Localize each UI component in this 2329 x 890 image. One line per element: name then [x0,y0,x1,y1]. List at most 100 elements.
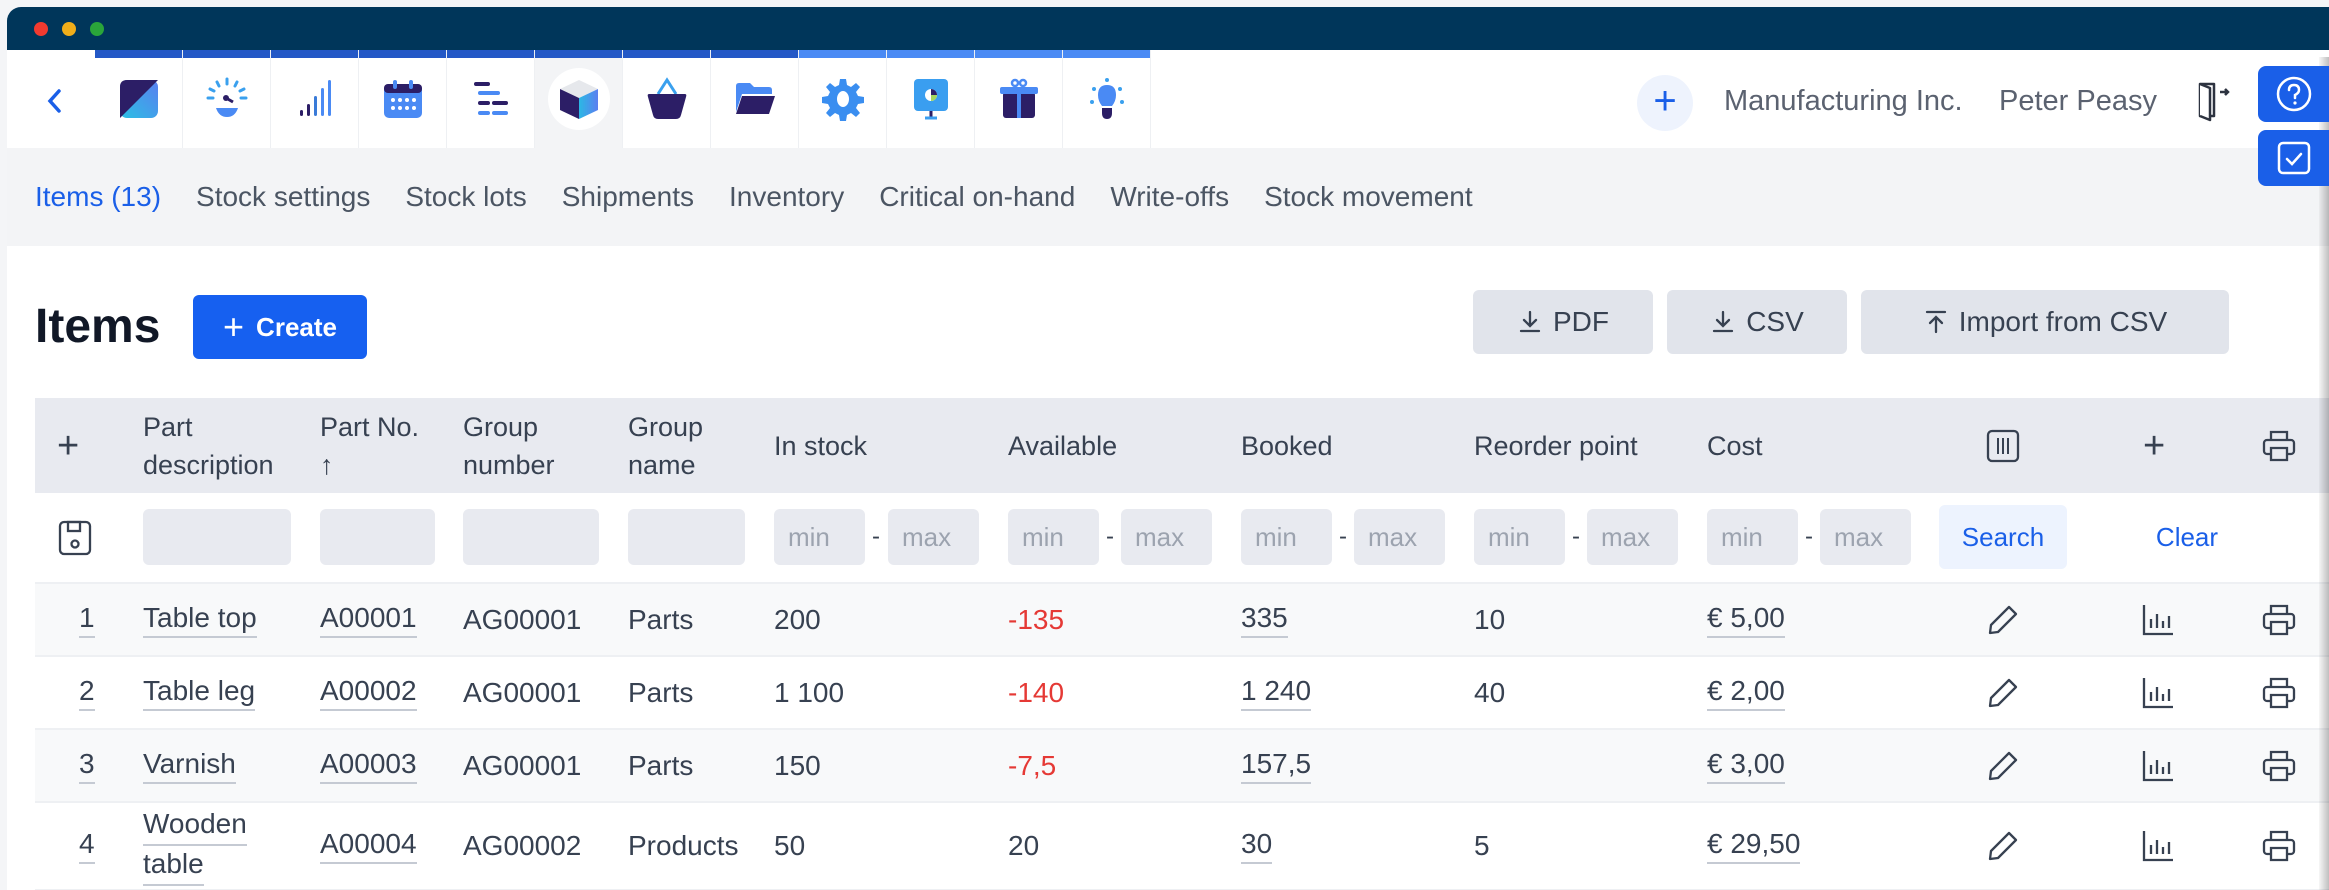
part-no-link[interactable]: A00003 [320,748,417,784]
import-csv-button[interactable]: Import from CSV [1861,290,2229,354]
close-window-button[interactable] [34,22,48,36]
subnav-stock-settings[interactable]: Stock settings [196,181,371,212]
part-description-link[interactable]: Wooden table [143,803,247,889]
print-row-button[interactable] [2261,657,2297,728]
edit-button[interactable] [1985,584,2021,655]
module-tab-speedometer[interactable] [183,50,271,148]
module-tab-calendar[interactable] [359,50,447,148]
save-filter-button[interactable] [57,519,93,562]
subnav-stock-lots[interactable]: Stock lots [405,181,527,212]
booked-link[interactable]: 157,5 [1241,748,1312,784]
header-cost[interactable]: Cost [1707,430,1763,461]
create-button[interactable]: + Create [193,295,367,359]
user-name[interactable]: Peter Peasy [1999,85,2157,117]
part-description-link[interactable]: Table leg [143,675,256,711]
reorder-point-value: 10 [1474,603,1506,635]
filter-group-number-input[interactable] [463,509,599,565]
company-name[interactable]: Manufacturing Inc. [1724,85,1963,117]
module-tab-reports[interactable] [271,50,359,148]
filter-cost-max[interactable] [1820,509,1911,565]
module-tab-ideas[interactable] [1063,50,1151,148]
subnav-items[interactable]: Items (13) [35,181,162,212]
search-button[interactable]: Search [1939,505,2067,569]
module-tab-stock[interactable] [535,50,623,148]
filter-in-stock-min[interactable] [774,509,865,565]
row-number-link[interactable]: 1 [79,602,95,638]
export-pdf-button[interactable]: PDF [1473,290,1653,354]
subnav-stock-movement[interactable]: Stock movement [1264,181,1473,212]
module-tab-planning[interactable] [447,50,535,148]
subnav-shipments[interactable]: Shipments [561,181,695,212]
module-tab-dashboard[interactable] [95,50,183,148]
header-reorder-point[interactable]: Reorder point [1474,430,1638,461]
filter-in-stock-max[interactable] [888,509,979,565]
help-button[interactable] [2258,66,2329,122]
maximize-window-button[interactable] [90,22,104,36]
filter-booked-min[interactable] [1241,509,1332,565]
subnav-critical-on-hand[interactable]: Critical on-hand [879,181,1076,212]
module-tab-purchasing[interactable] [623,50,711,148]
module-tab-rewards[interactable] [975,50,1063,148]
header-group-number[interactable]: Group number [463,411,555,480]
filter-available-min[interactable] [1008,509,1099,565]
logout-button[interactable] [2194,78,2234,122]
range-dash: - [1572,523,1580,550]
header-available[interactable]: Available [1008,430,1118,461]
range-dash: - [1339,523,1347,550]
filter-part-description-input[interactable] [143,509,291,565]
edit-button[interactable] [1985,730,2021,801]
edit-button[interactable] [1985,803,2021,889]
cost-link[interactable]: € 3,00 [1707,748,1785,784]
part-no-link[interactable]: A00001 [320,602,417,638]
add-row-button[interactable]: + [57,424,80,467]
back-button[interactable] [35,80,75,120]
filter-part-no-input[interactable] [320,509,435,565]
print-row-button[interactable] [2261,803,2297,889]
part-no-link[interactable]: A00004 [320,828,417,864]
filter-reorder-point-max[interactable] [1587,509,1678,565]
edit-button[interactable] [1985,657,2021,728]
stats-button[interactable] [2140,730,2176,801]
part-description-link[interactable]: Table top [143,602,257,638]
filter-booked-max[interactable] [1354,509,1445,565]
header-in-stock[interactable]: In stock [774,430,868,461]
part-description-link[interactable]: Varnish [143,748,236,784]
quick-add-button[interactable]: + [1637,75,1693,131]
filter-available-max[interactable] [1121,509,1212,565]
booked-link[interactable]: 1 240 [1241,675,1312,711]
clear-button[interactable]: Clear [2155,521,2219,552]
print-row-button[interactable] [2261,730,2297,801]
cost-link[interactable]: € 5,00 [1707,602,1785,638]
stats-button[interactable] [2140,657,2176,728]
export-csv-button[interactable]: CSV [1667,290,1847,354]
booked-link[interactable]: 335 [1241,602,1288,638]
row-number-link[interactable]: 3 [79,748,95,784]
header-part-description[interactable]: Part description [143,411,274,480]
items-table: + Part description Part No. ↑ Group numb… [35,398,2329,890]
stats-button[interactable] [2140,584,2176,655]
module-tab-settings[interactable] [799,50,887,148]
subnav-write-offs[interactable]: Write-offs [1110,181,1230,212]
booked-link[interactable]: 30 [1241,828,1273,864]
cost-link[interactable]: € 29,50 [1707,828,1801,864]
row-number-link[interactable]: 2 [79,675,95,711]
part-no-link[interactable]: A00002 [320,675,417,711]
minimize-window-button[interactable] [62,22,76,36]
header-booked[interactable]: Booked [1241,430,1333,461]
filter-cost-min[interactable] [1707,509,1798,565]
stats-button[interactable] [2140,803,2176,889]
cost-link[interactable]: € 2,00 [1707,675,1785,711]
module-tab-presentation[interactable] [887,50,975,148]
header-group-name[interactable]: Group name [628,411,704,480]
row-number-link[interactable]: 4 [79,828,95,864]
subnav-inventory[interactable]: Inventory [729,181,845,212]
column-settings-button[interactable] [1985,398,2021,493]
header-part-no[interactable]: Part No. ↑ [320,398,419,493]
filter-reorder-point-min[interactable] [1474,509,1565,565]
print-all-button[interactable] [2261,398,2297,493]
module-tab-documents[interactable] [711,50,799,148]
checklist-button[interactable] [2258,130,2329,186]
add-column-button[interactable]: + [2143,424,2166,467]
filter-group-name-input[interactable] [628,509,745,565]
print-row-button[interactable] [2261,584,2297,655]
